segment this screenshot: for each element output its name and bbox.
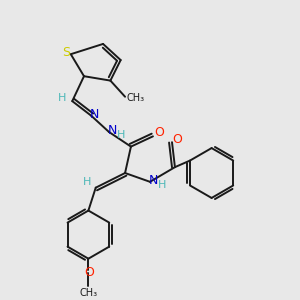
Text: CH₃: CH₃	[80, 288, 98, 298]
Text: H: H	[83, 177, 91, 188]
Text: H: H	[58, 93, 66, 103]
Text: N: N	[108, 124, 117, 137]
Text: O: O	[172, 133, 182, 146]
Text: H: H	[117, 130, 125, 140]
Text: CH₃: CH₃	[126, 93, 144, 103]
Text: S: S	[62, 46, 70, 59]
Text: N: N	[90, 108, 100, 121]
Text: N: N	[149, 174, 158, 187]
Text: O: O	[154, 126, 164, 139]
Text: H: H	[158, 180, 166, 190]
Text: O: O	[84, 266, 94, 279]
